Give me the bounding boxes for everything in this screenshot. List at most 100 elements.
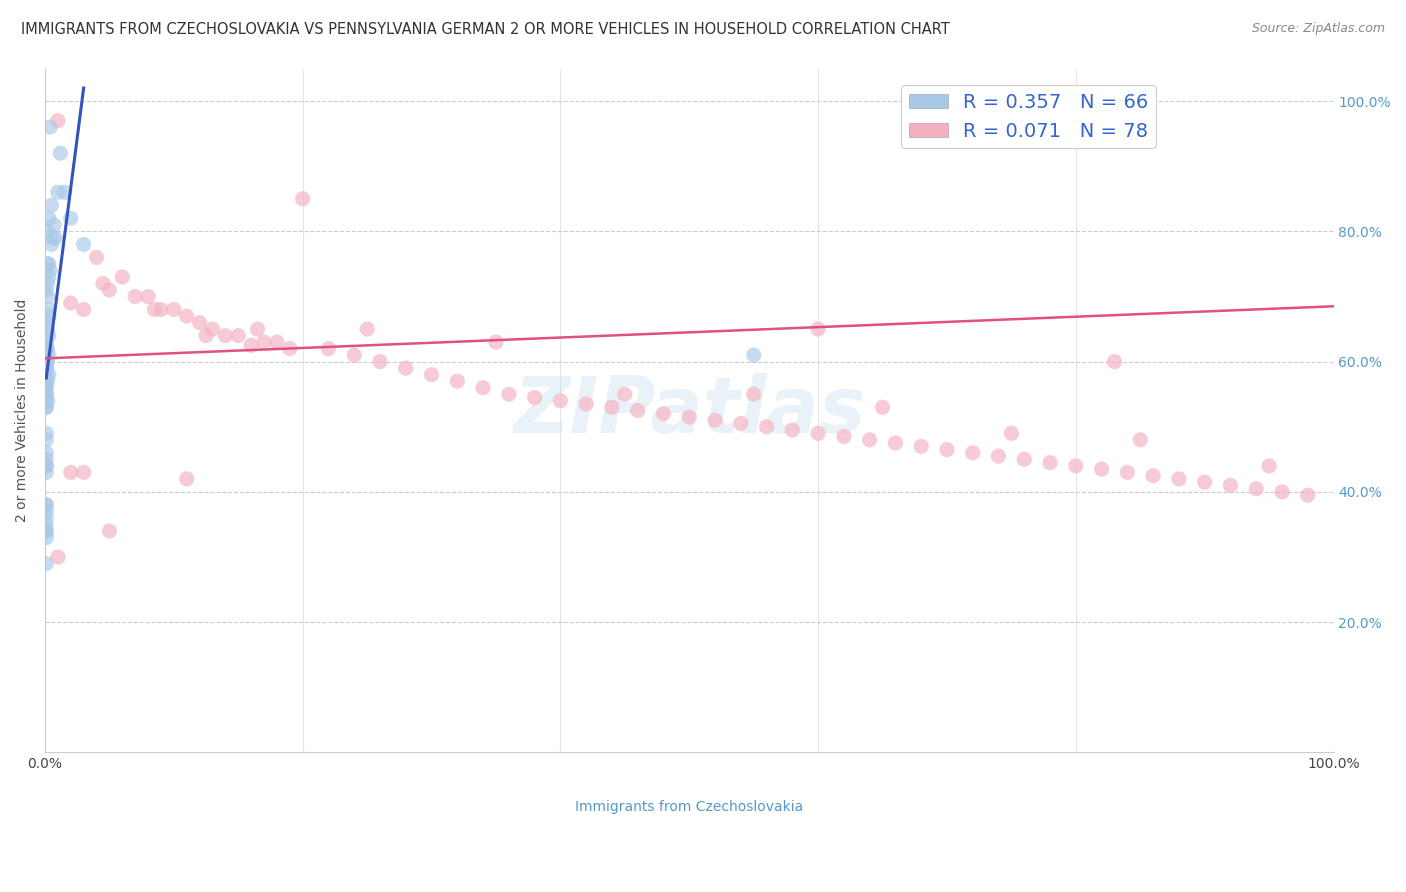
Point: [550, 393, 572, 408]
Point: [884, 436, 907, 450]
Point: [962, 446, 984, 460]
Point: [46, 186, 69, 200]
Point: [523, 391, 546, 405]
Point: [266, 335, 288, 350]
Point: [35, 342, 58, 356]
Point: [35, 342, 58, 356]
Point: [368, 354, 391, 368]
Text: Immigrants from Czechoslovakia: Immigrants from Czechoslovakia: [575, 800, 803, 814]
Point: [652, 407, 675, 421]
Point: [1039, 456, 1062, 470]
Point: [49, 146, 72, 161]
Point: [240, 338, 263, 352]
Point: [37, 342, 59, 356]
Point: [832, 429, 855, 443]
Point: [1129, 433, 1152, 447]
Point: [1244, 482, 1267, 496]
Point: [859, 433, 882, 447]
Point: [35, 283, 58, 297]
Point: [872, 401, 894, 415]
Point: [253, 335, 276, 350]
Point: [136, 289, 159, 303]
Point: [72, 302, 94, 317]
Point: [46, 550, 69, 565]
Text: IMMIGRANTS FROM CZECHOSLOVAKIA VS PENNSYLVANIA GERMAN 2 OR MORE VEHICLES IN HOUS: IMMIGRANTS FROM CZECHOSLOVAKIA VS PENNSY…: [21, 22, 950, 37]
Point: [35, 498, 58, 512]
Point: [1167, 472, 1189, 486]
Point: [1258, 458, 1281, 473]
Point: [1090, 462, 1112, 476]
Point: [91, 277, 114, 291]
Point: [35, 361, 58, 376]
Point: [42, 218, 65, 232]
Point: [395, 361, 418, 376]
Point: [195, 328, 218, 343]
Point: [38, 309, 60, 323]
Point: [1000, 426, 1022, 441]
Point: [987, 449, 1010, 463]
Point: [35, 387, 58, 401]
Point: [1219, 478, 1241, 492]
Point: [1271, 484, 1294, 499]
Point: [35, 524, 58, 538]
Point: [742, 348, 765, 362]
Point: [35, 381, 58, 395]
Point: [782, 423, 804, 437]
Point: [613, 387, 636, 401]
Point: [356, 322, 378, 336]
Point: [35, 387, 58, 401]
Point: [124, 289, 146, 303]
Point: [678, 410, 700, 425]
Point: [38, 302, 60, 317]
Point: [38, 368, 60, 382]
Point: [98, 283, 121, 297]
Point: [59, 296, 82, 310]
Point: [704, 413, 727, 427]
Point: [35, 524, 58, 538]
Y-axis label: 2 or more Vehicles in Household: 2 or more Vehicles in Household: [15, 299, 30, 522]
Point: [39, 263, 62, 277]
Point: [35, 458, 58, 473]
Point: [37, 277, 59, 291]
Point: [35, 498, 58, 512]
Point: [35, 517, 58, 532]
Point: [755, 419, 778, 434]
Point: [1104, 354, 1126, 368]
Point: [291, 192, 314, 206]
Point: [35, 381, 58, 395]
Point: [807, 426, 830, 441]
Point: [37, 257, 59, 271]
Point: [201, 322, 224, 336]
Point: [1194, 475, 1216, 490]
Point: [38, 211, 60, 226]
Point: [446, 374, 468, 388]
Point: [35, 348, 58, 362]
Point: [35, 557, 58, 571]
Point: [53, 186, 76, 200]
Point: [46, 113, 69, 128]
Point: [44, 231, 66, 245]
Point: [37, 354, 59, 368]
Point: [35, 361, 58, 376]
Point: [72, 466, 94, 480]
Point: [37, 374, 59, 388]
Point: [35, 504, 58, 518]
Text: ZIPatlas: ZIPatlas: [513, 373, 865, 449]
Point: [1116, 466, 1139, 480]
Point: [38, 257, 60, 271]
Point: [35, 511, 58, 525]
Point: [41, 231, 63, 245]
Point: [59, 466, 82, 480]
Point: [498, 387, 520, 401]
Point: [37, 224, 59, 238]
Point: [35, 361, 58, 376]
Point: [35, 354, 58, 368]
Point: [35, 466, 58, 480]
Point: [41, 198, 63, 212]
Point: [163, 302, 186, 317]
Point: [214, 328, 236, 343]
Point: [35, 374, 58, 388]
Text: Source: ZipAtlas.com: Source: ZipAtlas.com: [1251, 22, 1385, 36]
Point: [98, 524, 121, 538]
Point: [420, 368, 443, 382]
